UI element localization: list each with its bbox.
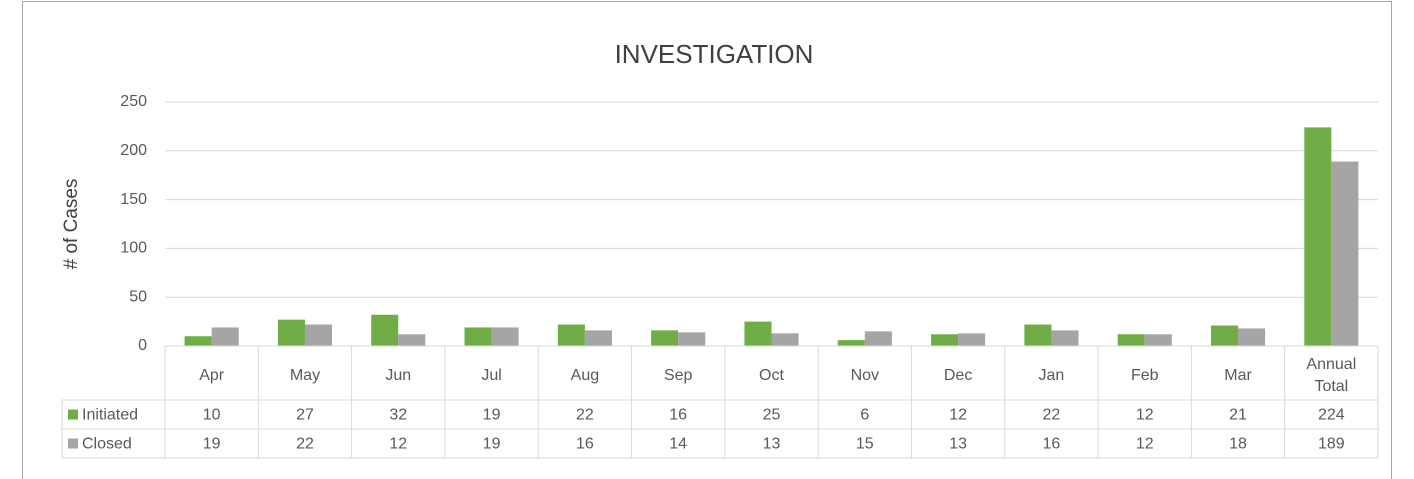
table-cell: 16 [576, 436, 594, 453]
table-cell: 6 [860, 407, 869, 424]
table-cell: 16 [1043, 436, 1061, 453]
bar [864, 331, 892, 346]
bar [1331, 161, 1359, 346]
bar [1210, 325, 1239, 346]
table-cell: 13 [763, 436, 781, 453]
bar [277, 319, 305, 346]
table-cell: 16 [669, 407, 687, 424]
bar [771, 333, 799, 346]
legend-label: Initiated [82, 407, 138, 424]
x-tick-label: Aug [571, 367, 599, 384]
chart-title: INVESTIGATION [615, 39, 814, 69]
bar [958, 333, 986, 346]
legend-swatch [68, 409, 78, 420]
table-cell: 19 [203, 436, 221, 453]
legend-label: Closed [82, 436, 132, 453]
table-cell: 22 [576, 407, 594, 424]
x-tick-label: Feb [1131, 367, 1159, 384]
table-cell: 32 [389, 407, 407, 424]
bar [557, 324, 585, 346]
table-cell: 18 [1229, 436, 1247, 453]
y-tick-label: 150 [120, 191, 147, 208]
y-tick-label: 0 [138, 337, 147, 354]
bar [1051, 330, 1079, 346]
x-tick-label: Annual Total [1306, 356, 1356, 395]
bar [651, 330, 679, 346]
bar [491, 327, 519, 346]
table-cell: 12 [1136, 436, 1154, 453]
bar [584, 330, 612, 346]
table-cell: 12 [389, 436, 407, 453]
x-tick-label: Sep [664, 367, 693, 384]
legend-swatch [68, 438, 78, 449]
table-cell: 19 [483, 436, 501, 453]
bar [464, 327, 492, 346]
bar [1117, 334, 1145, 346]
table-cell: 19 [483, 407, 501, 424]
table-cell: 15 [856, 436, 874, 453]
bar [371, 314, 399, 346]
table-cell: 12 [1136, 407, 1154, 424]
table-cell: 224 [1318, 407, 1345, 424]
table-cell: 14 [669, 436, 687, 453]
chart-border [22, 1, 1392, 479]
y-tick-label: 50 [129, 288, 147, 305]
x-tick-label: Mar [1224, 367, 1252, 384]
x-tick-label: Dec [944, 367, 972, 384]
y-axis-label: # of Cases [61, 179, 82, 270]
table-cell: 13 [949, 436, 967, 453]
table-cell: 12 [949, 407, 967, 424]
x-tick-label: Jul [481, 367, 501, 384]
bar [1024, 324, 1052, 346]
y-tick-label: 100 [120, 240, 147, 257]
bar [398, 334, 426, 346]
y-tick-label: 250 [120, 93, 147, 110]
bar [211, 327, 239, 346]
bar [931, 334, 959, 346]
x-tick-label: Apr [199, 367, 225, 384]
table-cell: 27 [296, 407, 314, 424]
table-cell: 189 [1318, 436, 1345, 453]
bar [184, 336, 212, 346]
table-cell: 22 [1043, 407, 1061, 424]
x-tick-label: Jan [1039, 367, 1065, 384]
y-tick-label: 200 [120, 142, 147, 159]
x-tick-label: Jun [385, 367, 411, 384]
bar [1304, 127, 1332, 346]
bar [837, 340, 865, 346]
x-tick-label: May [290, 367, 320, 384]
table-cell: 10 [203, 407, 221, 424]
table-cell: 22 [296, 436, 314, 453]
table-cell: 21 [1229, 407, 1247, 424]
x-tick-label: Nov [851, 367, 879, 384]
bar [744, 321, 772, 346]
bar [1144, 334, 1172, 346]
bar [678, 332, 706, 346]
x-tick-label: Oct [759, 367, 784, 384]
bar [304, 324, 333, 346]
bar [1238, 328, 1266, 346]
table-cell: 25 [763, 407, 781, 424]
